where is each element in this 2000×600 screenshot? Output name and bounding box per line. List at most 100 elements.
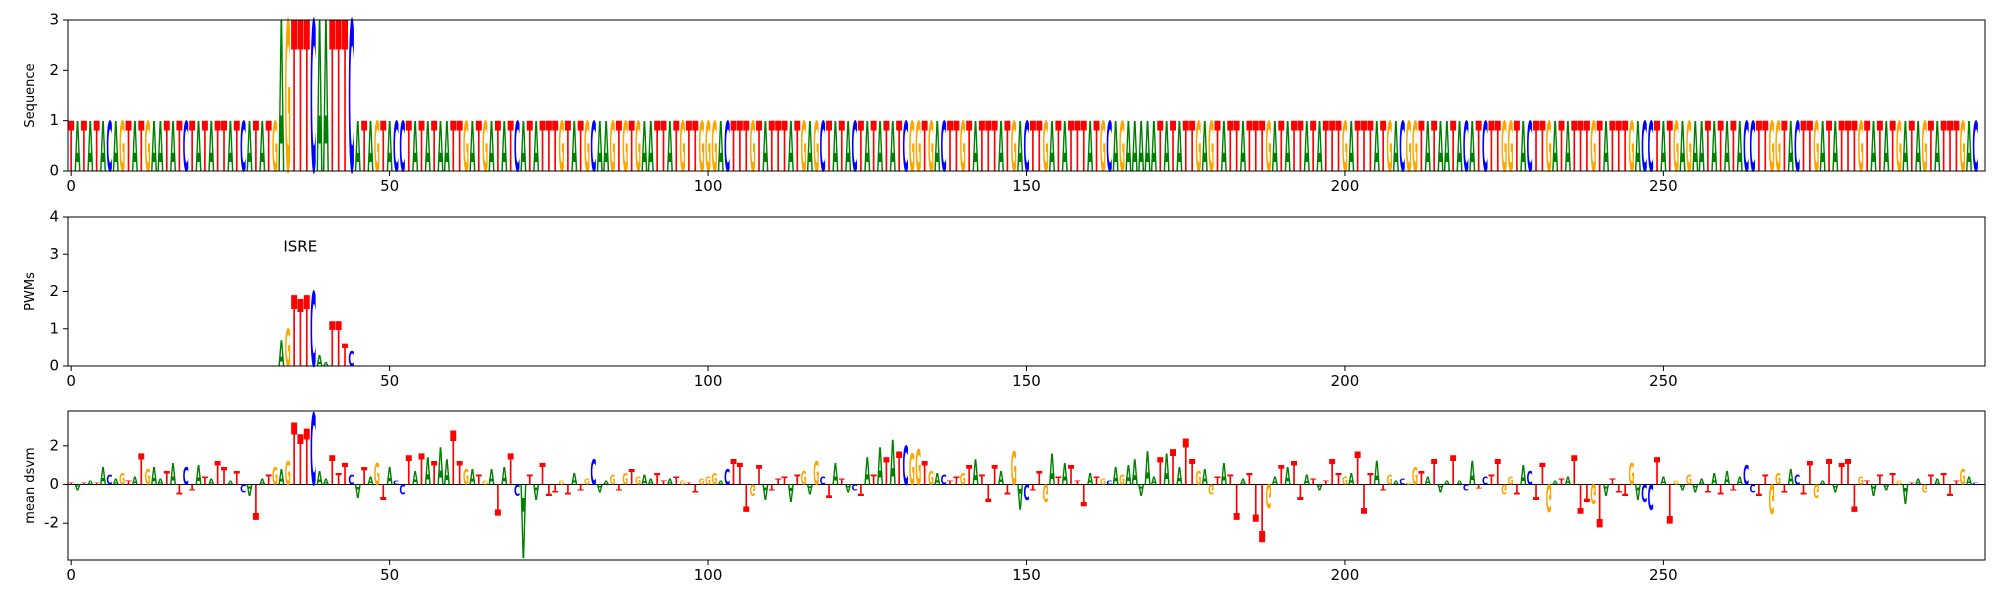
- logo-letter: T: [1488, 107, 1494, 188]
- logo-letter: T: [1877, 107, 1883, 188]
- logo-letter: A: [597, 107, 603, 188]
- logo-letter: T: [686, 107, 692, 188]
- x-tick-label: 0: [66, 566, 76, 584]
- logo-letter: T: [692, 107, 698, 188]
- logo-letter: T: [1253, 107, 1259, 188]
- logo-letter: T: [1845, 107, 1851, 188]
- logo-letter: A: [1087, 471, 1093, 489]
- logo-letter: C: [1527, 107, 1533, 188]
- logo-letter: A: [469, 107, 475, 188]
- logo-letter: T: [1571, 448, 1577, 495]
- logo-letter: T: [731, 452, 737, 493]
- logo-letter: T: [1157, 452, 1163, 494]
- logo-letter: A: [1202, 465, 1208, 489]
- logo-letter: G: [1501, 107, 1507, 188]
- logo-letter: A: [1724, 107, 1730, 188]
- logo-letter: G: [801, 467, 807, 489]
- logo-letter: T: [1928, 107, 1934, 188]
- logo-letter: T: [342, 339, 348, 374]
- logo-letter: G: [1043, 107, 1049, 188]
- logo-letter: A: [1113, 107, 1119, 188]
- logo-letter: G: [1501, 481, 1507, 497]
- logo-letter: T: [1068, 459, 1074, 491]
- x-tick-label: 250: [1649, 372, 1678, 390]
- logo-letter: T: [291, 0, 297, 220]
- logo-letter: A: [597, 481, 603, 493]
- logo-letter: C: [1023, 479, 1029, 503]
- logo-letter: C: [399, 107, 405, 188]
- logo-letter: C: [724, 107, 730, 188]
- logo-letter: G: [1686, 107, 1692, 188]
- logo-letter: T: [418, 446, 424, 496]
- logo-letter: T: [495, 107, 501, 188]
- logo-letter: A: [1138, 107, 1144, 188]
- logo-letter: A: [1699, 478, 1705, 487]
- logo-letter: G: [711, 471, 717, 489]
- logo-letter: G: [1546, 475, 1552, 517]
- logo-letter: G: [559, 480, 565, 486]
- logo-letter: T: [769, 107, 775, 188]
- logo-letter: T: [1081, 107, 1087, 188]
- logo-letter: T: [176, 481, 182, 497]
- logo-letter: T: [1488, 472, 1494, 488]
- logo-letter: T: [336, 0, 342, 220]
- x-tick-label: 0: [66, 177, 76, 195]
- logo-letter: A: [1151, 107, 1157, 188]
- logo-letter: C: [348, 347, 354, 371]
- logo-letter: G: [1775, 107, 1781, 188]
- logo-letter: A: [355, 480, 361, 502]
- logo-letter: T: [871, 107, 877, 188]
- logo-letter: T: [202, 475, 208, 487]
- logo-letter: T: [1336, 107, 1342, 188]
- logo-letter: G: [1896, 107, 1902, 188]
- logo-letter: G: [1011, 443, 1017, 495]
- logo-letter: T: [1094, 107, 1100, 188]
- logo-letter: T: [476, 107, 482, 188]
- logo-letter: C: [820, 107, 826, 188]
- logo-letter: G: [584, 107, 590, 188]
- logo-letter: G: [928, 467, 934, 489]
- logo-letter: T: [431, 455, 437, 493]
- logo-letter: T: [1558, 107, 1564, 188]
- logo-letter: G: [1960, 107, 1966, 188]
- logo-letter: T: [565, 107, 571, 188]
- logo-letter: A: [1444, 480, 1451, 486]
- logo-letter: T: [380, 107, 386, 188]
- logo-letter: T: [616, 482, 623, 491]
- logo-letter: G: [635, 107, 641, 188]
- logo-letter: G: [680, 107, 686, 188]
- logo-letter: A: [1062, 459, 1068, 492]
- logo-letter: C: [590, 452, 596, 493]
- logo-letter: T: [896, 443, 902, 495]
- logo-letter: T: [361, 107, 367, 188]
- logo-letter: G: [1921, 107, 1927, 188]
- logo-letter: T: [660, 480, 667, 486]
- logo-letter: A: [1788, 107, 1794, 188]
- logo-letter: A: [1552, 107, 1558, 188]
- logo-letter: T: [1609, 107, 1615, 188]
- logo-letter: A: [87, 480, 94, 486]
- logo-letter: A: [1635, 107, 1641, 188]
- logo-letter: T: [1476, 107, 1482, 188]
- x-tick-label: 200: [1331, 566, 1360, 584]
- logo-letter: G: [1386, 107, 1392, 188]
- logo-letter: C: [240, 481, 246, 493]
- logo-letter: T: [546, 480, 553, 498]
- logo-letter: T: [1278, 459, 1284, 491]
- logo-letter: T: [297, 0, 303, 220]
- logo-letter: A: [1469, 455, 1475, 493]
- logo-letter: T: [826, 107, 832, 188]
- logo-letter: C: [1463, 107, 1469, 188]
- logo-letter: G: [1508, 475, 1514, 487]
- logo-letter: T: [304, 0, 310, 220]
- logo-letter: T: [1157, 107, 1163, 188]
- logo-letter: A: [1444, 107, 1450, 188]
- logo-letter: T: [1297, 479, 1303, 503]
- logo-letter: A: [1660, 475, 1666, 487]
- logo-letter: T: [1864, 480, 1871, 486]
- logo-letter: T: [1718, 107, 1724, 188]
- logo-letter: G: [1546, 107, 1552, 188]
- logo-letter: T: [138, 107, 144, 188]
- logo-letter: T: [1667, 471, 1673, 532]
- logo-letter: G: [374, 107, 380, 188]
